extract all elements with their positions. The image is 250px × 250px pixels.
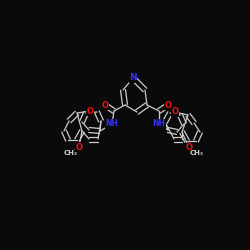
Text: CH₃: CH₃ <box>64 150 78 156</box>
Text: O: O <box>86 106 94 116</box>
Text: O: O <box>102 100 108 110</box>
Text: O: O <box>164 100 172 110</box>
Text: O: O <box>172 108 178 116</box>
Text: NH: NH <box>106 120 118 128</box>
Text: N: N <box>129 74 137 82</box>
Text: O: O <box>186 144 192 152</box>
Text: O: O <box>76 142 82 152</box>
Text: NH: NH <box>152 120 166 128</box>
Text: CH₃: CH₃ <box>190 150 204 156</box>
